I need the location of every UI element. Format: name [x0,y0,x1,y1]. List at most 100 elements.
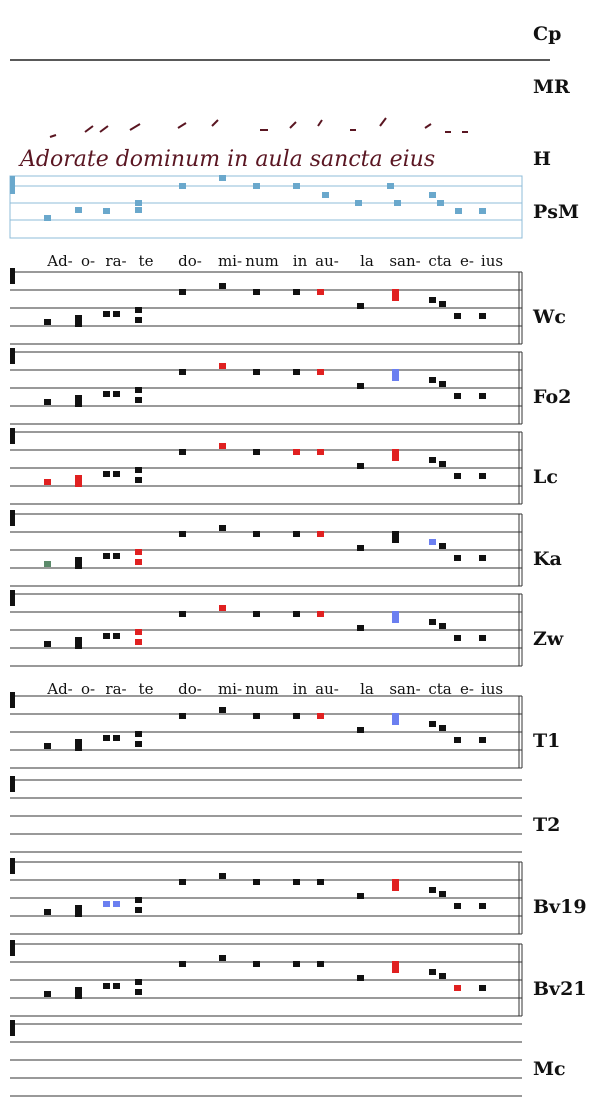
neume [455,208,462,214]
note [219,955,226,961]
syllable: au- [315,252,339,270]
note [75,321,82,327]
note [135,549,142,555]
note [439,381,446,387]
syllable: o- [81,252,95,270]
note [179,879,186,885]
note [357,893,364,899]
clef [10,1020,15,1036]
note [253,961,260,967]
note [293,289,300,295]
note [75,911,82,917]
clef [10,510,15,526]
note [392,879,399,885]
note [135,307,142,313]
note [179,961,186,967]
clef [10,176,15,194]
note [44,561,51,567]
clef [10,268,15,284]
note [392,961,399,967]
note [317,369,324,375]
row-label: T1 [533,730,560,752]
note [135,467,142,473]
note [357,303,364,309]
note [439,543,446,549]
note [392,531,399,537]
note [317,611,324,617]
note [392,713,399,719]
note [253,449,260,455]
note [317,531,324,537]
note [253,369,260,375]
note [219,443,226,449]
note [429,457,436,463]
row-label: Fo2 [533,386,571,408]
note [135,731,142,737]
note [392,967,399,973]
note [357,545,364,551]
row-label: Bv21 [533,978,587,1000]
clef [10,348,15,364]
neume [44,215,51,221]
note [293,449,300,455]
note [293,713,300,719]
note [103,735,110,741]
note [479,393,486,399]
note [219,363,226,369]
neume [387,183,394,189]
note [113,901,120,907]
note [454,985,461,991]
note [75,905,82,911]
note [293,531,300,537]
note [357,625,364,631]
neume [479,208,486,214]
note [135,477,142,483]
note [253,611,260,617]
note [454,313,461,319]
note [113,633,120,639]
note [293,369,300,375]
syllable: mi- [218,680,242,698]
note [103,901,110,907]
note [392,611,399,617]
row-label: T2 [533,814,560,836]
note [135,897,142,903]
syllable: in [293,252,308,270]
note [479,985,486,991]
note [113,735,120,741]
note [75,401,82,407]
syllable: e- [460,252,474,270]
note [135,317,142,323]
note [135,639,142,645]
note [135,741,142,747]
note [317,449,324,455]
note [479,555,486,561]
note [429,539,436,545]
note [253,289,260,295]
note [439,301,446,307]
note [429,619,436,625]
neume [355,200,362,206]
note [392,375,399,381]
note [113,311,120,317]
note [439,973,446,979]
note [219,605,226,611]
note [135,559,142,565]
note [75,739,82,745]
note [113,391,120,397]
note [392,719,399,725]
row-label: PsM [533,201,579,223]
note [44,743,51,749]
note [135,907,142,913]
note [439,461,446,467]
note [44,641,51,647]
syllable: o- [81,680,95,698]
row-label: Cp [533,23,561,45]
note [317,961,324,967]
note [135,989,142,995]
row-label: Zw [533,628,564,650]
clef [10,692,15,708]
note [75,557,82,563]
clef [10,428,15,444]
